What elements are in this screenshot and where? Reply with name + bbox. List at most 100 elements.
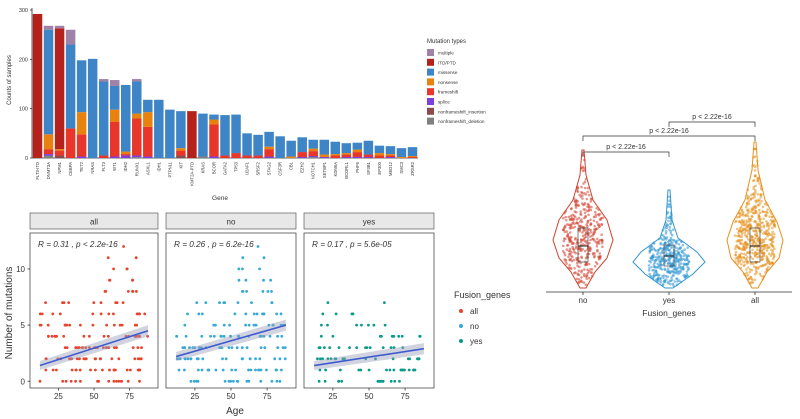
- violin-point: [589, 218, 592, 222]
- violin-point: [600, 233, 603, 236]
- violin-point: [744, 233, 747, 237]
- violin-point: [665, 224, 669, 227]
- violin-point: [582, 182, 585, 185]
- scatter-point: [276, 346, 280, 349]
- bar-x-tick-label: KDM6A: [333, 162, 338, 177]
- violin-point: [592, 219, 596, 222]
- scatter-point: [50, 334, 54, 338]
- scatter-point: [381, 379, 385, 383]
- bar-segment: [109, 85, 120, 110]
- violin-point: [568, 263, 571, 267]
- bar-segment: [385, 154, 396, 156]
- scatter-point: [279, 312, 283, 316]
- correlation-label: R = 0.26 , p = 6.2e-16: [174, 240, 254, 249]
- scatter-point: [91, 323, 95, 327]
- violin-point: [669, 238, 673, 242]
- scatter-point: [326, 301, 330, 304]
- scatter-point: [189, 379, 193, 383]
- violin-point: [562, 239, 566, 243]
- violin-point: [670, 264, 673, 267]
- scatter-point: [107, 346, 110, 349]
- violin-point: [569, 218, 573, 221]
- bar-segment: [121, 154, 131, 156]
- bar-segment: [374, 153, 385, 156]
- violin-point: [746, 262, 749, 265]
- violin-point: [738, 253, 742, 257]
- bar-segment: [109, 121, 120, 157]
- age-scatter-chart: Number of mutations Age all R = 0.31 , p …: [4, 212, 511, 417]
- violin-point: [771, 230, 774, 234]
- scatter-point: [398, 379, 401, 383]
- violin-point: [667, 205, 670, 208]
- scatter-point: [126, 379, 130, 383]
- scatter-point: [368, 346, 372, 349]
- bar-x-tick-label: SETBP1: [322, 161, 327, 178]
- violin-point: [594, 261, 598, 264]
- violin-points: [647, 195, 691, 288]
- violin-point: [670, 244, 674, 248]
- violin-point: [569, 267, 573, 271]
- scatter-point: [89, 368, 92, 372]
- violin-point: [773, 247, 776, 250]
- bar-segment: [341, 154, 352, 158]
- bar-segment: [209, 156, 219, 158]
- violin-point: [734, 250, 738, 254]
- violin-x-tick-label: no: [579, 296, 588, 305]
- scatter-y-tick-label: 0: [21, 377, 26, 386]
- violin-point: [600, 223, 604, 226]
- violin-point: [746, 230, 750, 233]
- bar-x-tick-label: SRSF2: [256, 161, 261, 175]
- violin-point: [741, 210, 745, 214]
- scatter-point: [367, 323, 370, 327]
- bar-x-tick-label: RUNX1: [134, 161, 139, 176]
- bar-segment: [198, 156, 208, 158]
- violin-point: [674, 265, 677, 268]
- violin-point: [756, 248, 759, 252]
- scatter-point: [271, 323, 275, 327]
- scatter-point: [266, 290, 270, 293]
- bar-segment: [54, 150, 65, 156]
- scatter-point: [383, 323, 387, 327]
- scatter-point: [355, 346, 359, 349]
- scatter-point: [224, 357, 228, 361]
- violin-point: [737, 215, 741, 219]
- violin-point: [739, 213, 743, 217]
- violin-point: [572, 242, 575, 245]
- scatter-point: [220, 346, 223, 349]
- violin-point: [763, 246, 767, 249]
- violin-point: [735, 240, 739, 243]
- bar-x-tick-label: EZH2: [300, 161, 305, 172]
- scatter-point: [61, 301, 64, 304]
- scatter-x-tick-label: 25: [328, 392, 337, 401]
- violin-point: [767, 227, 771, 231]
- violin-point: [753, 179, 756, 182]
- violin-point: [674, 255, 677, 259]
- scatter-point: [115, 301, 119, 304]
- scatter-point: [134, 256, 138, 260]
- violin-point: [567, 255, 570, 259]
- bar-legend-label: missense: [438, 70, 458, 75]
- scatter-point: [146, 334, 150, 338]
- violin-point: [766, 229, 769, 232]
- scatter-point: [183, 346, 186, 349]
- scatter-point: [232, 379, 235, 383]
- scatter-point: [221, 357, 224, 361]
- bar-x-ticks: FLT3-ITD DNMT3A NPM1 CEBPA TET2 NRAS FLT3 WT1 ID…: [35, 161, 415, 185]
- bar-segment: [43, 149, 54, 155]
- violin-point: [664, 259, 668, 263]
- violin-point: [756, 199, 759, 202]
- violin-point: [664, 251, 667, 254]
- violin-point: [574, 236, 577, 240]
- bar-legend-title: Mutation types: [427, 39, 466, 45]
- violin-point: [754, 205, 757, 208]
- scatter-point: [254, 368, 257, 372]
- violin-point: [566, 234, 570, 237]
- violin-point: [647, 269, 651, 272]
- violin-point: [751, 196, 754, 200]
- violin-point: [733, 234, 737, 237]
- violin-point: [751, 248, 754, 252]
- violin-point: [578, 228, 582, 231]
- bar-segment: [143, 126, 153, 157]
- scatter-point: [135, 312, 139, 316]
- bar-segment: [209, 119, 219, 125]
